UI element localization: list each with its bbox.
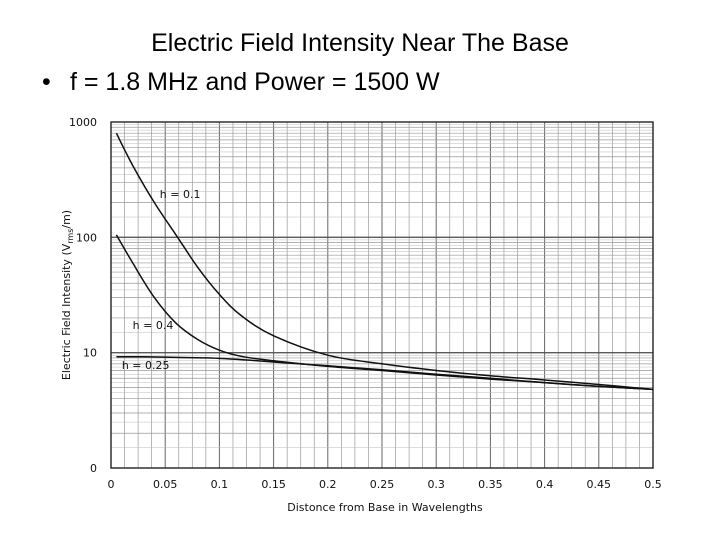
curve-labels: h = 0.1 h = 0.4 h = 0.25 — [122, 188, 201, 372]
x-tick-labels: 0 0.05 0.1 0.15 0.2 0.25 0.3 0.35 0.4 0.45 0.5 — [108, 478, 662, 491]
y-axis-title-main: Electric Field Intensity (V — [60, 243, 73, 380]
x-tick-label: 0.4 — [536, 478, 554, 491]
series-line-1 — [115, 132, 654, 391]
y-axis-title: Electric Field Intensity (Vrms/m) — [60, 210, 75, 380]
x-tick-label: 0.1 — [211, 478, 229, 491]
y-tick-labels: 0 10 100 1000 — [69, 116, 97, 475]
axes-frame — [110, 121, 654, 469]
curve-label-3: h = 0.25 — [122, 359, 170, 372]
x-tick-label: 0.35 — [478, 478, 503, 491]
bullet-symbol: • — [42, 68, 51, 96]
x-tick-label: 0.2 — [319, 478, 337, 491]
x-tick-label: 0.5 — [644, 478, 662, 491]
curve-label-1: h = 0.1 — [160, 188, 201, 201]
curve-label-2: h = 0.4 — [133, 319, 174, 332]
y-tick-label: 10 — [83, 347, 97, 360]
series-group — [115, 132, 654, 391]
x-tick-label: 0.15 — [261, 478, 286, 491]
slide-title: Electric Field Intensity Near The Base — [151, 29, 569, 57]
x-tick-label: 0.25 — [370, 478, 395, 491]
x-tick-label: 0 — [108, 478, 115, 491]
y-tick-label: 1000 — [69, 116, 97, 129]
bullet-text: f = 1.8 MHz and Power = 1500 W — [70, 68, 440, 96]
x-tick-label: 0.3 — [427, 478, 445, 491]
y-axis-title-tail: /m) — [60, 210, 73, 229]
axes — [110, 121, 654, 469]
y-tick-label: 0 — [90, 462, 97, 475]
y-axis-title-sub: rms — [66, 229, 75, 244]
x-axis-title: Distonce from Base in Wavelengths — [287, 501, 483, 514]
bullet-item: • f = 1.8 MHz and Power = 1500 W — [42, 67, 440, 97]
x-tick-label: 0.05 — [153, 478, 178, 491]
y-tick-label: 100 — [76, 231, 97, 244]
series-line-3 — [116, 356, 654, 391]
x-tick-label: 0.45 — [587, 478, 612, 491]
grid — [110, 121, 654, 469]
